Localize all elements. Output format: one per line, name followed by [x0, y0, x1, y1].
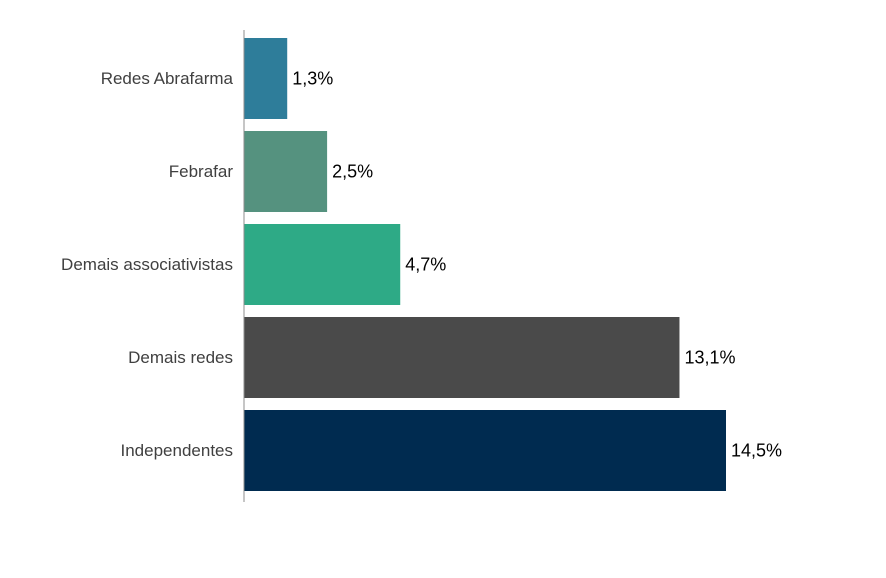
value-label: 13,1% [684, 348, 735, 368]
category-label: Demais redes [128, 348, 233, 367]
category-label: Demais associativistas [61, 255, 233, 274]
bars-group: Redes Abrafarma 1,3% Febrafar 2,5% Demais as… [61, 38, 782, 491]
bar-1 [244, 131, 328, 212]
bar-2 [244, 224, 401, 305]
value-label: 1,3% [292, 69, 333, 89]
bar-3 [244, 317, 680, 398]
value-label: 4,7% [405, 255, 446, 275]
category-label: Independentes [121, 441, 234, 460]
bar-0 [244, 38, 288, 119]
value-label: 14,5% [731, 441, 782, 461]
value-label: 2,5% [332, 162, 373, 182]
category-label: Redes Abrafarma [101, 69, 234, 88]
bar-4 [244, 410, 726, 491]
category-label: Febrafar [169, 162, 234, 181]
